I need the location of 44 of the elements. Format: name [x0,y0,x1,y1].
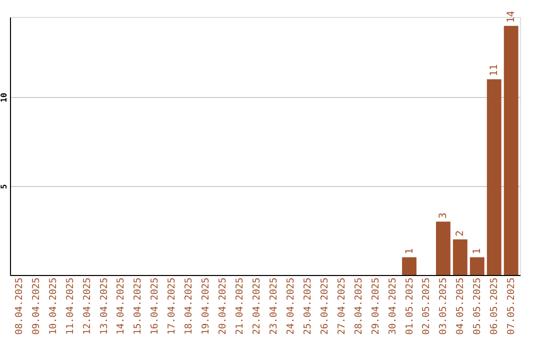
x-tick-label: 24.04.2025 [285,278,296,335]
x-tick-label: 08.04.2025 [14,278,25,335]
bar [486,79,502,275]
data-label: 2 [455,230,466,236]
bar [402,257,416,275]
x-tick-label: 15.04.2025 [132,278,144,335]
x-tick-label: 23.04.2025 [268,278,280,335]
data-label: 11 [489,64,500,76]
data-label: 3 [438,212,450,219]
bar [504,26,518,275]
y-tick-label: 5 [0,184,8,189]
x-tick-label: 06.05.2025 [489,278,500,335]
x-tick-label: 03.05.2025 [438,278,450,335]
bar [436,222,450,275]
x-tick-label: 25.04.2025 [302,278,314,335]
x-tick-label: 14.04.2025 [116,278,127,335]
bar [452,239,468,275]
x-tick-label: 11.04.2025 [64,278,76,335]
x-tick-label: 10.04.2025 [48,278,59,335]
x-tick-label: 16.04.2025 [150,278,161,335]
x-tick-label: 29.04.2025 [370,278,382,335]
x-tick-label: 12.04.2025 [82,278,93,335]
x-tick-label: 27.04.2025 [336,278,348,335]
x-tick-label: 26.04.2025 [319,278,330,335]
x-tick-label: 17.04.2025 [166,278,178,335]
data-label: 1 [472,248,484,254]
x-tick-label: 07.05.2025 [506,278,518,335]
x-tick-label: 09.04.2025 [30,278,42,335]
x-tick-label: 19.04.2025 [200,278,212,335]
x-tick-label: 20.04.2025 [218,278,229,335]
x-tick-label: 04.05.2025 [455,278,466,335]
x-tick-label: 13.04.2025 [98,278,110,335]
data-label: 14 [506,10,518,23]
data-label: 1 [404,248,416,254]
x-tick-label: 30.04.2025 [387,278,398,335]
x-tick-label: 02.05.2025 [421,278,432,335]
x-tick-label: 21.04.2025 [234,278,246,335]
x-tick-label: 28.04.2025 [353,278,364,335]
x-tick-label: 22.04.2025 [252,278,263,335]
y-tick-label: 10 [0,92,8,102]
x-tick-label: 01.05.2025 [404,278,416,335]
x-tick-label: 18.04.2025 [184,278,195,335]
x-tick-label: 05.05.2025 [472,278,484,335]
bar [470,257,484,275]
